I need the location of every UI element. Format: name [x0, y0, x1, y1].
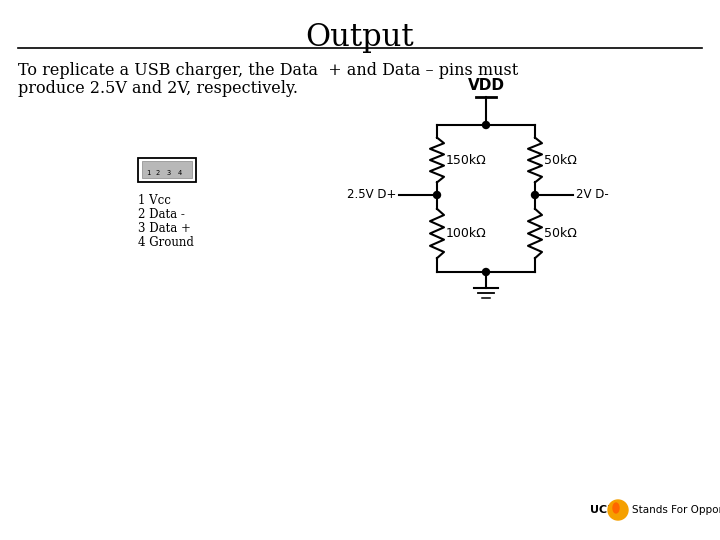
Text: 2: 2	[156, 170, 160, 176]
FancyBboxPatch shape	[138, 158, 196, 182]
Text: VDD: VDD	[467, 78, 505, 93]
Text: 50kΩ: 50kΩ	[544, 227, 577, 240]
Circle shape	[608, 500, 628, 520]
Text: 2 Data -: 2 Data -	[138, 208, 185, 221]
Text: 4: 4	[178, 170, 182, 176]
Text: 4 Ground: 4 Ground	[138, 236, 194, 249]
Text: 2.5V D+: 2.5V D+	[346, 188, 396, 201]
Text: 3: 3	[167, 170, 171, 176]
Text: UCF: UCF	[590, 505, 615, 515]
Circle shape	[482, 122, 490, 129]
Text: 100kΩ: 100kΩ	[446, 227, 487, 240]
Text: Output: Output	[306, 22, 414, 53]
Text: 1 Vcc: 1 Vcc	[138, 194, 171, 207]
Text: 1: 1	[146, 170, 150, 176]
Text: 150kΩ: 150kΩ	[446, 153, 487, 166]
Circle shape	[433, 192, 441, 199]
Text: 3 Data +: 3 Data +	[138, 222, 191, 235]
Text: 50kΩ: 50kΩ	[544, 153, 577, 166]
Ellipse shape	[613, 503, 619, 513]
Text: 2V D-: 2V D-	[576, 188, 608, 201]
Text: Stands For Opportunity: Stands For Opportunity	[632, 505, 720, 515]
Circle shape	[531, 192, 539, 199]
Circle shape	[482, 268, 490, 275]
Text: To replicate a USB charger, the Data  + and Data – pins must: To replicate a USB charger, the Data + a…	[18, 62, 518, 79]
Text: produce 2.5V and 2V, respectively.: produce 2.5V and 2V, respectively.	[18, 80, 298, 97]
FancyBboxPatch shape	[142, 161, 192, 178]
